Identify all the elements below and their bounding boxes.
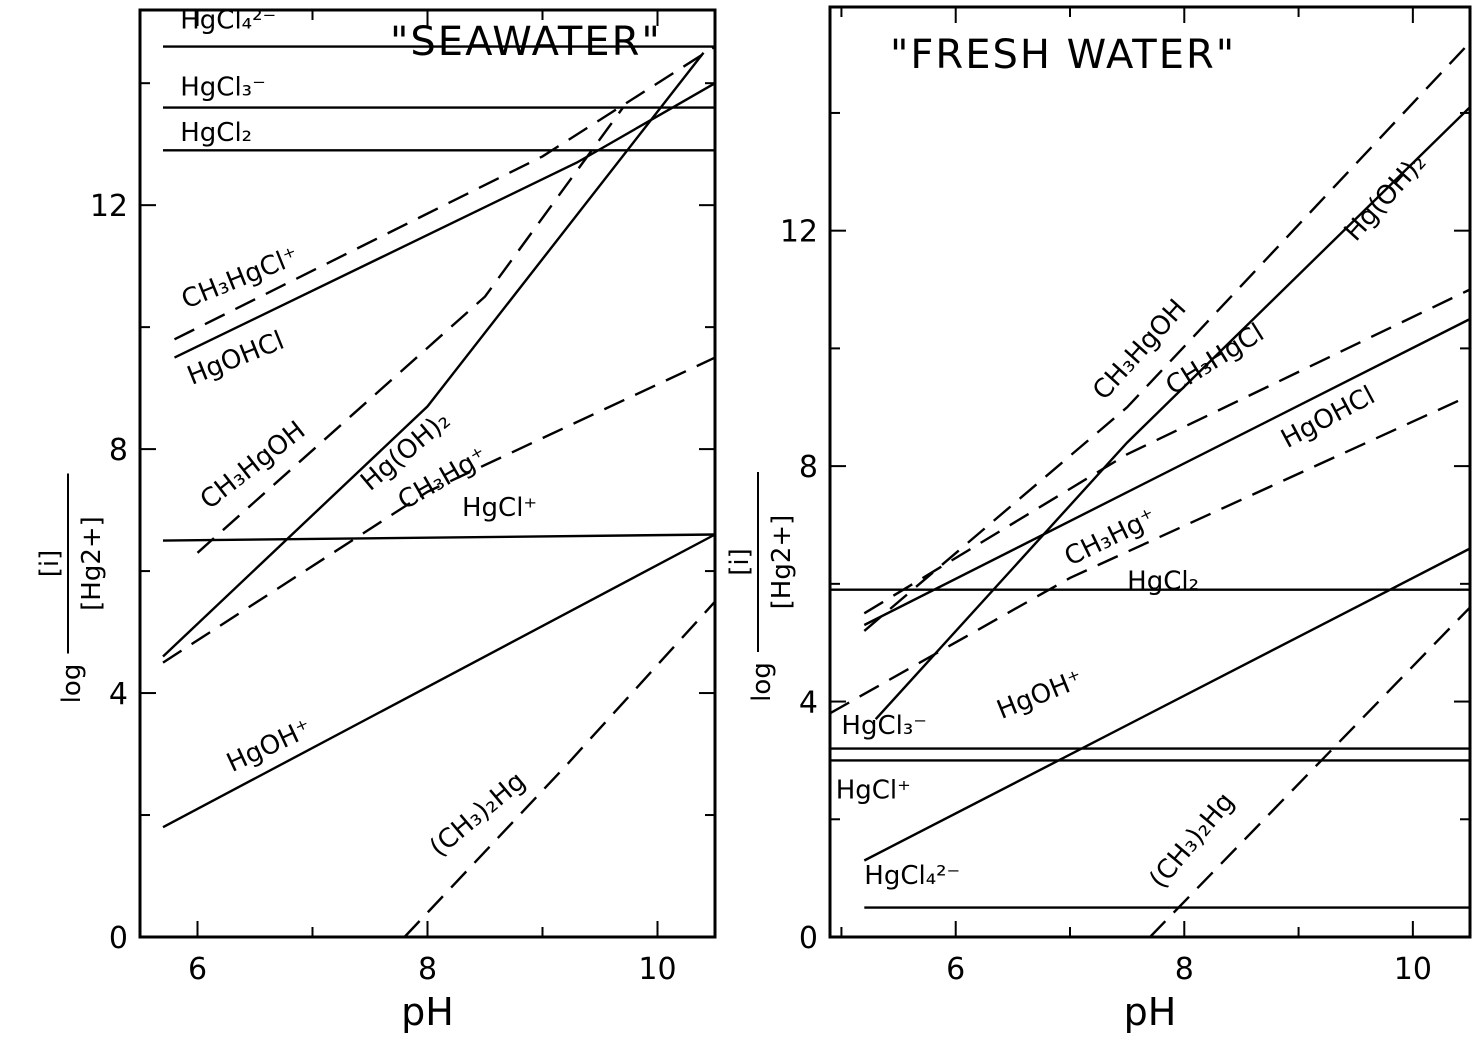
seawater-panel: "SEAWATER" 6 8 10 0 4 8 12 pH log [i] [Hg2+] HgCl₄²⁻… — [35, 5, 717, 1034]
y-tick-label: 8 — [109, 433, 128, 468]
y-axis-label-log: log — [57, 664, 87, 704]
series-label: (CH₃)₂Hg — [1144, 787, 1241, 894]
series-line — [162, 356, 716, 664]
series-line — [874, 106, 1471, 721]
y-axis-label-log: log — [747, 662, 777, 702]
x-axis-label: pH — [401, 990, 454, 1034]
series-label: HgCl₄²⁻ — [864, 861, 960, 891]
chart-title: "SEAWATER" — [390, 19, 662, 65]
series-line — [173, 45, 716, 341]
series-label: HgCl⁺ — [462, 493, 537, 523]
series-line — [162, 533, 716, 829]
series-line — [173, 82, 716, 359]
series-line — [403, 600, 716, 938]
y-tick-label: 0 — [799, 921, 818, 956]
series-label: Hg(OH)₂ — [1339, 148, 1433, 247]
series-label: CH₃HgOH — [195, 416, 311, 516]
y-tick-label: 0 — [109, 921, 128, 956]
x-axis-label: pH — [1124, 990, 1177, 1034]
y-axis-label-denominator: [Hg2+] — [77, 516, 107, 611]
series-label: CH₃Hg⁺ — [1060, 503, 1161, 573]
y-axis-label-denominator: [Hg2+] — [767, 515, 797, 610]
plot-frame — [828, 5, 1472, 939]
x-tick-label: 10 — [638, 952, 676, 987]
chart-title: "FRESH WATER" — [890, 32, 1236, 78]
series-label: (CH₃)₂Hg — [424, 766, 531, 863]
y-tick-label: 12 — [90, 189, 128, 224]
series-line — [1149, 606, 1471, 938]
y-axis-label-numerator: [i] — [725, 548, 755, 576]
series-label: HgOH⁺ — [222, 714, 316, 779]
series-label: HgCl₂ — [1127, 567, 1199, 597]
series-line — [863, 41, 1471, 632]
series-line — [162, 533, 716, 542]
series-label: HgCl₃⁻ — [841, 711, 927, 741]
series-label: HgCl₂ — [180, 118, 252, 148]
series-label: HgOH⁺ — [993, 664, 1087, 725]
x-tick-label: 8 — [418, 952, 437, 987]
series-line — [863, 547, 1471, 862]
freshwater-panel: "FRESH WATER" 6 8 10 0 4 8 12 pH log [i] [Hg2+] CH₃H… — [725, 5, 1472, 1034]
y-axis-label-numerator: [i] — [35, 550, 65, 578]
series-label: HgCl₃⁻ — [180, 72, 266, 102]
x-tick-label: 8 — [1175, 952, 1194, 987]
y-tick-label: 4 — [109, 677, 128, 712]
y-tick-label: 4 — [799, 686, 818, 721]
series-line — [162, 51, 705, 658]
series-label: HgCl₄²⁻ — [180, 5, 276, 35]
x-tick-label: 6 — [946, 952, 965, 987]
series-label: HgOHCl — [183, 326, 288, 392]
y-axis-label: log [i] [Hg2+] — [35, 473, 107, 704]
y-tick-label: 12 — [780, 215, 818, 250]
y-tick-label: 8 — [799, 450, 818, 485]
series-line — [829, 394, 1471, 715]
series-label: HgCl⁺ — [836, 776, 911, 806]
series-line — [863, 288, 1471, 615]
x-tick-label: 10 — [1394, 952, 1432, 987]
x-tick-label: 6 — [188, 952, 207, 987]
series-line — [196, 106, 624, 554]
y-axis-label: log [i] [Hg2+] — [725, 472, 797, 702]
series-line — [863, 317, 1471, 627]
